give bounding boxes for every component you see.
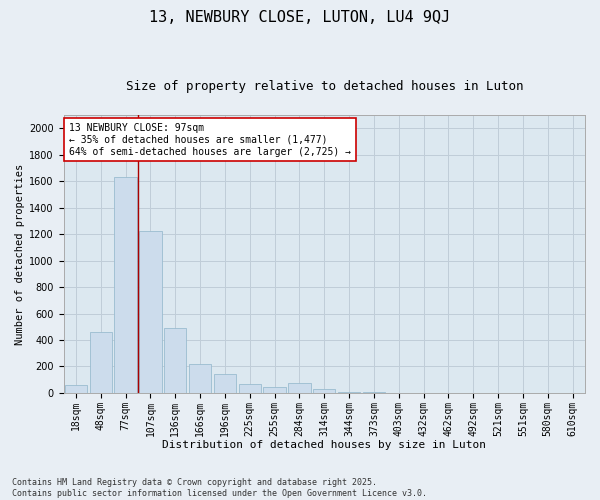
Bar	[263, 387, 286, 393]
Bar	[363, 392, 385, 393]
Bar	[115, 177, 137, 393]
Y-axis label: Number of detached properties: Number of detached properties	[15, 164, 25, 344]
Bar	[288, 383, 311, 393]
Bar	[139, 232, 161, 393]
Bar	[189, 364, 211, 393]
Bar	[214, 374, 236, 393]
Bar	[338, 392, 360, 393]
Bar	[89, 332, 112, 393]
Bar	[164, 328, 187, 393]
Text: Contains HM Land Registry data © Crown copyright and database right 2025.
Contai: Contains HM Land Registry data © Crown c…	[12, 478, 427, 498]
Bar	[313, 389, 335, 393]
Title: Size of property relative to detached houses in Luton: Size of property relative to detached ho…	[125, 80, 523, 93]
Text: 13, NEWBURY CLOSE, LUTON, LU4 9QJ: 13, NEWBURY CLOSE, LUTON, LU4 9QJ	[149, 10, 451, 25]
Text: 13 NEWBURY CLOSE: 97sqm
← 35% of detached houses are smaller (1,477)
64% of semi: 13 NEWBURY CLOSE: 97sqm ← 35% of detache…	[69, 124, 351, 156]
Bar	[239, 384, 261, 393]
Bar	[65, 385, 87, 393]
X-axis label: Distribution of detached houses by size in Luton: Distribution of detached houses by size …	[162, 440, 486, 450]
